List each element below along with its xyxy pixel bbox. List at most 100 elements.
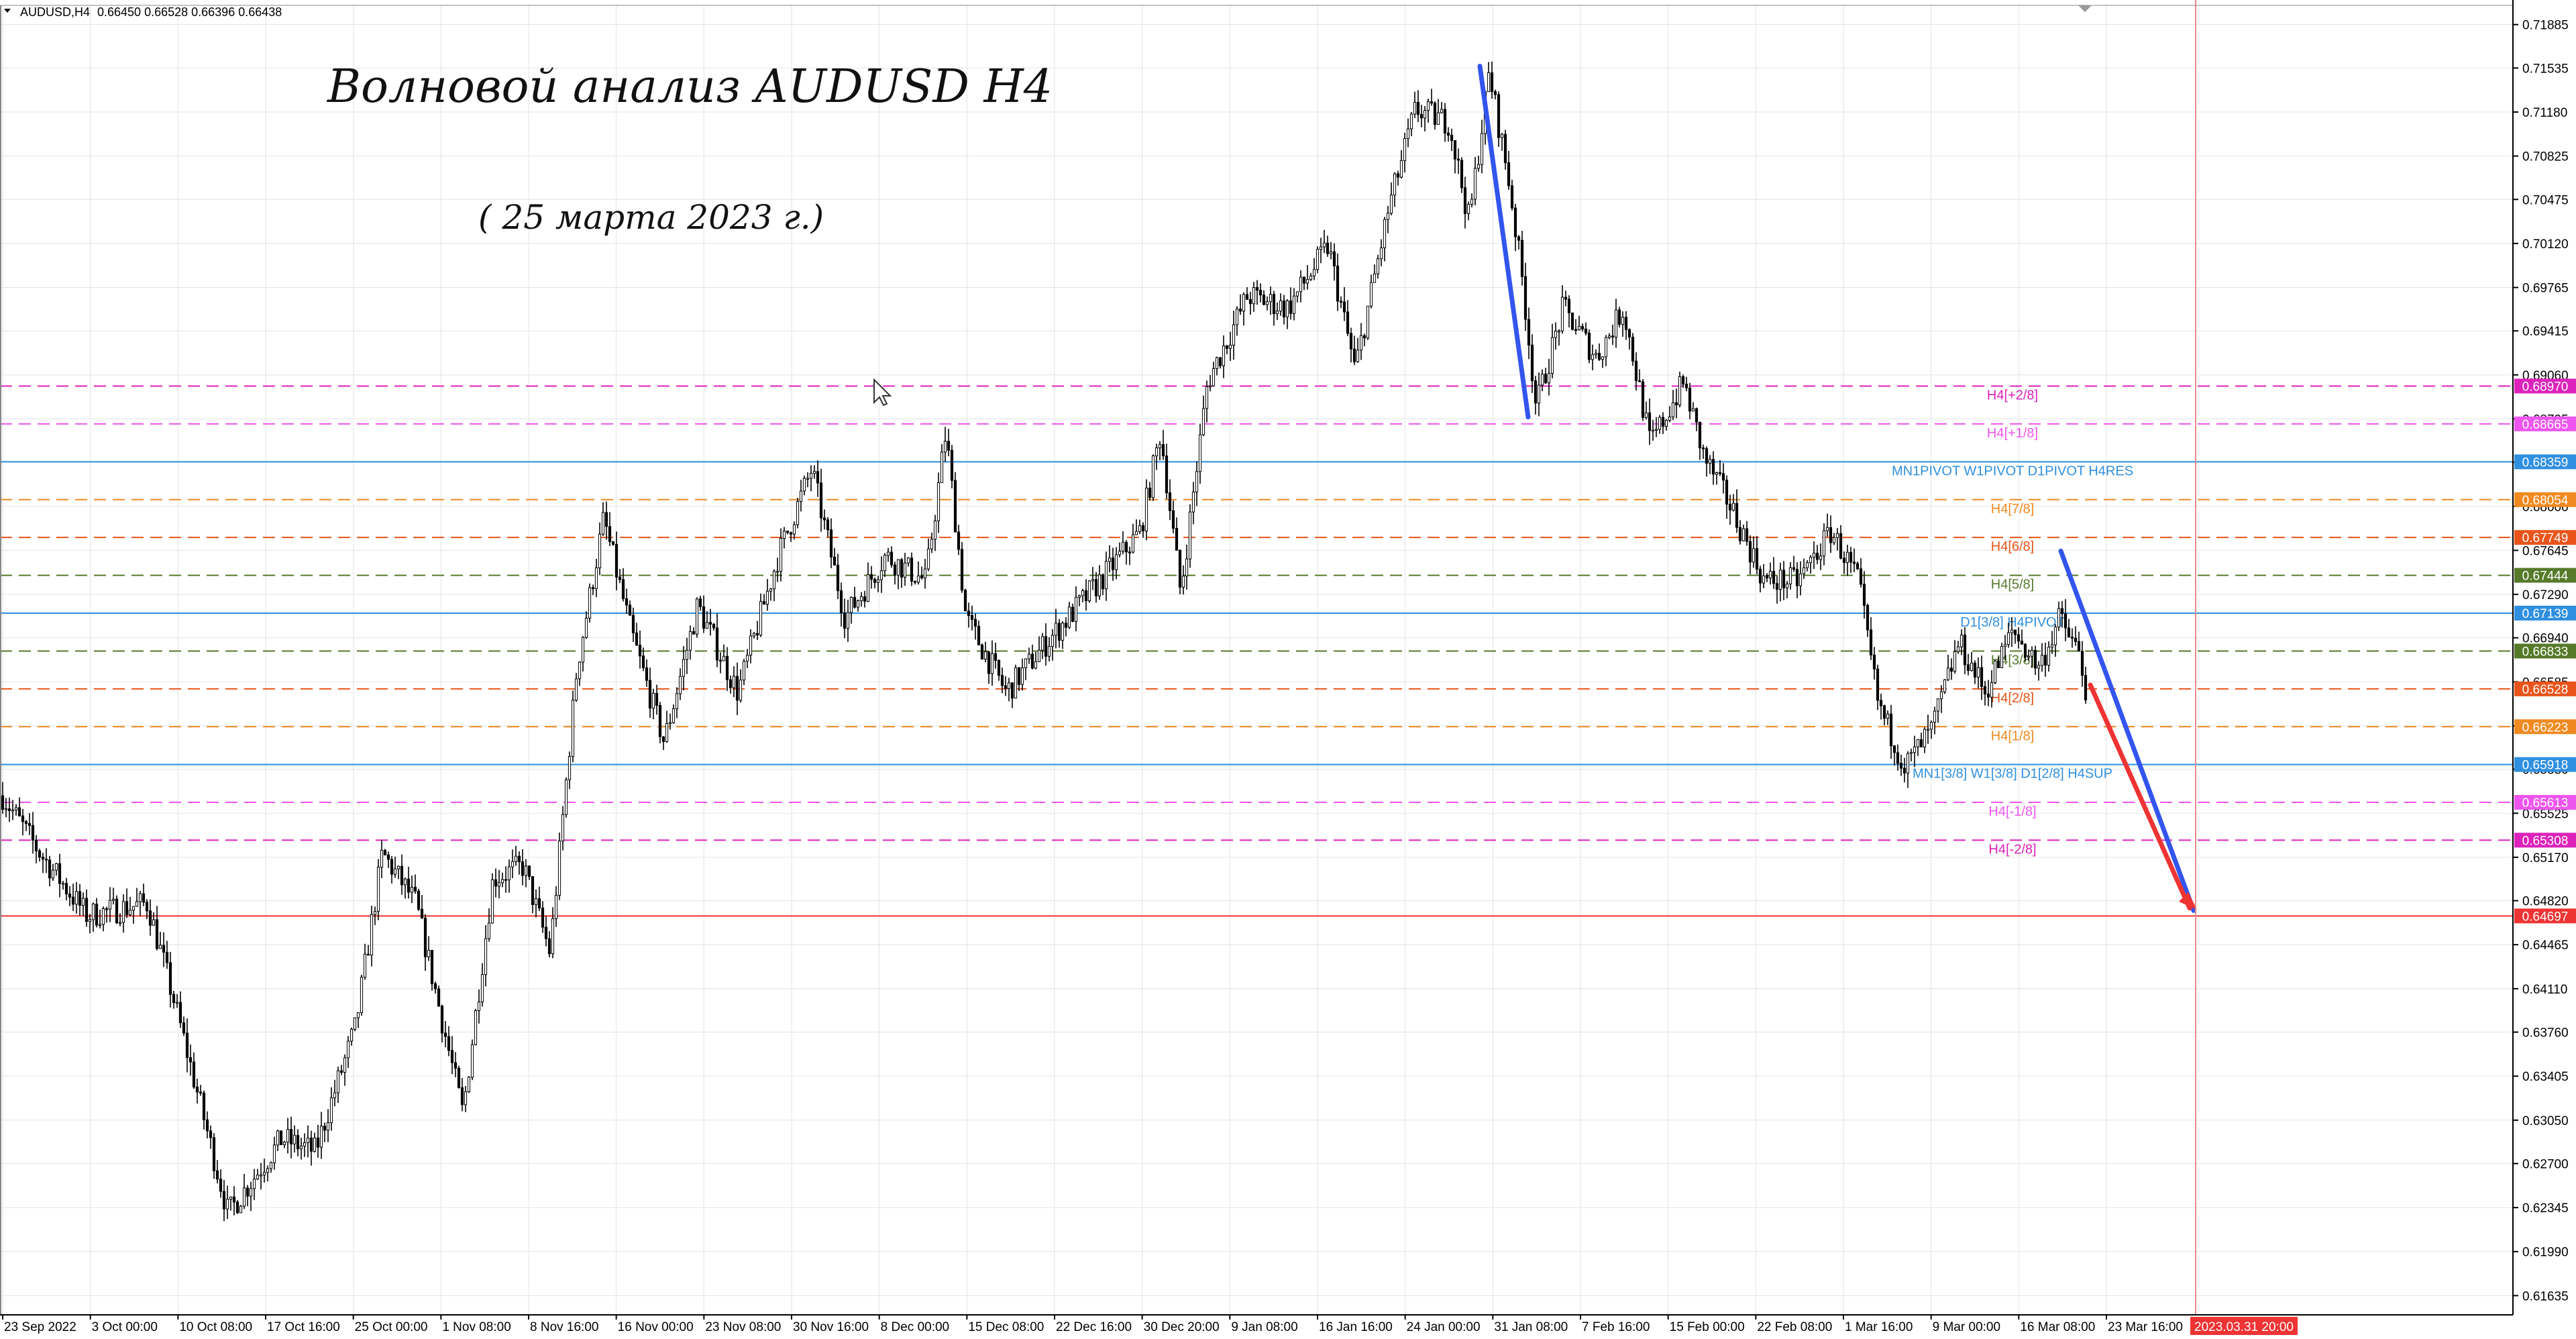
candle-body: [1634, 360, 1638, 382]
candle: [1752, 536, 1756, 568]
candle: [685, 637, 689, 674]
candle-body: [148, 910, 152, 926]
red-trend-arrow[interactable]: [2088, 682, 2192, 911]
scroll-shift-icon[interactable]: [2078, 5, 2092, 12]
candle-body: [370, 914, 374, 956]
blue-trend-line-left[interactable]: [1477, 64, 1531, 420]
candle-body: [309, 1137, 313, 1152]
candle: [833, 547, 837, 566]
candle: [1369, 274, 1373, 309]
candle: [2037, 661, 2041, 681]
candle: [745, 649, 749, 669]
candle-body: [111, 898, 115, 901]
candle-body: [866, 574, 870, 602]
candle: [1859, 558, 1863, 588]
candle-body: [688, 631, 692, 651]
candle-body: [655, 692, 659, 706]
candle: [994, 642, 998, 669]
candle: [339, 1065, 343, 1075]
candle-body: [1302, 276, 1306, 284]
candle-body: [1829, 527, 1833, 543]
candle: [1054, 608, 1058, 649]
candle: [1517, 235, 1521, 250]
candle-body: [762, 601, 766, 605]
x-tick-label: 15 Dec 08:00: [968, 1320, 1044, 1334]
candle-body: [765, 590, 769, 605]
candle: [822, 509, 826, 530]
candle: [282, 1140, 286, 1148]
candle: [232, 1186, 236, 1216]
candle: [1638, 369, 1642, 382]
candle-body: [131, 906, 136, 911]
candle: [725, 647, 729, 691]
candle: [1986, 680, 1990, 706]
candle: [370, 906, 374, 967]
candle-body: [1061, 623, 1065, 641]
candle-body: [1366, 305, 1370, 339]
candle-body: [1087, 580, 1091, 602]
analysis-date: ( 25 марта 2023 г.): [478, 198, 824, 237]
candle: [1513, 203, 1517, 252]
candle: [967, 602, 971, 628]
candle-body: [947, 441, 951, 451]
candle-body: [333, 1092, 337, 1099]
candle-body: [165, 951, 169, 963]
candle-body: [142, 893, 146, 903]
candle-body: [185, 1032, 189, 1058]
candle: [1141, 522, 1145, 538]
price-label-box: [2514, 454, 2576, 470]
candle-body: [453, 1062, 458, 1069]
trend-lines[interactable]: [1477, 64, 2197, 913]
price-axis[interactable]: 0.71885 0.71535 0.71180 0.70825 0.70475 0.701…: [2513, 19, 2576, 1304]
candle: [953, 472, 957, 533]
time-axis[interactable]: 23 Sep 2022 3 Oct 00:00 10 Oct 08:00 17 Oct…: [2, 1315, 2298, 1335]
candle-body: [242, 1187, 246, 1207]
candle-body: [262, 1172, 266, 1175]
candle: [400, 854, 404, 895]
blue-trend-line-right[interactable]: [2058, 548, 2196, 913]
y-tick-label: 0.65170: [2522, 851, 2569, 865]
candle: [618, 568, 622, 584]
y-tick-label: 0.61635: [2522, 1289, 2569, 1303]
candle: [246, 1185, 250, 1207]
candle-body: [769, 588, 773, 592]
candle-body: [1245, 294, 1249, 300]
candle-body: [58, 863, 62, 884]
candle-body: [410, 887, 414, 893]
candle: [846, 599, 850, 642]
candle-body: [1654, 429, 1658, 431]
candle: [1520, 231, 1524, 286]
candle-body: [692, 631, 696, 635]
candle-body: [2013, 629, 2017, 635]
candle-body: [95, 904, 99, 926]
candle-body: [1500, 133, 1504, 138]
candle-body: [1809, 557, 1813, 564]
candle-body: [1225, 345, 1229, 349]
candle: [1725, 475, 1729, 519]
candle-body: [1148, 488, 1152, 498]
x-tick-label: 9 Mar 00:00: [1933, 1320, 2000, 1334]
candle: [1453, 140, 1457, 174]
x-tick-label: 23 Sep 2022: [4, 1320, 76, 1334]
candle-body: [1721, 473, 1725, 481]
candle: [1738, 520, 1742, 545]
candle: [1661, 412, 1665, 435]
candle-body: [759, 601, 763, 636]
candle: [1788, 561, 1792, 590]
candle-body: [598, 533, 602, 568]
candle-body: [725, 655, 729, 680]
candle: [1446, 127, 1450, 142]
y-tick-label: 0.70825: [2522, 150, 2569, 164]
collapse-triangle-icon[interactable]: [4, 9, 11, 13]
candle-body: [346, 1040, 350, 1059]
candle-body: [460, 1087, 464, 1106]
candle-body: [68, 894, 72, 898]
candle: [1191, 482, 1195, 525]
candle: [1500, 133, 1504, 151]
candle-body: [1929, 722, 1933, 730]
candle-body: [14, 807, 18, 810]
y-tick-label: 0.63405: [2522, 1070, 2569, 1084]
candle: [1450, 128, 1454, 152]
candle-body: [1587, 332, 1591, 360]
